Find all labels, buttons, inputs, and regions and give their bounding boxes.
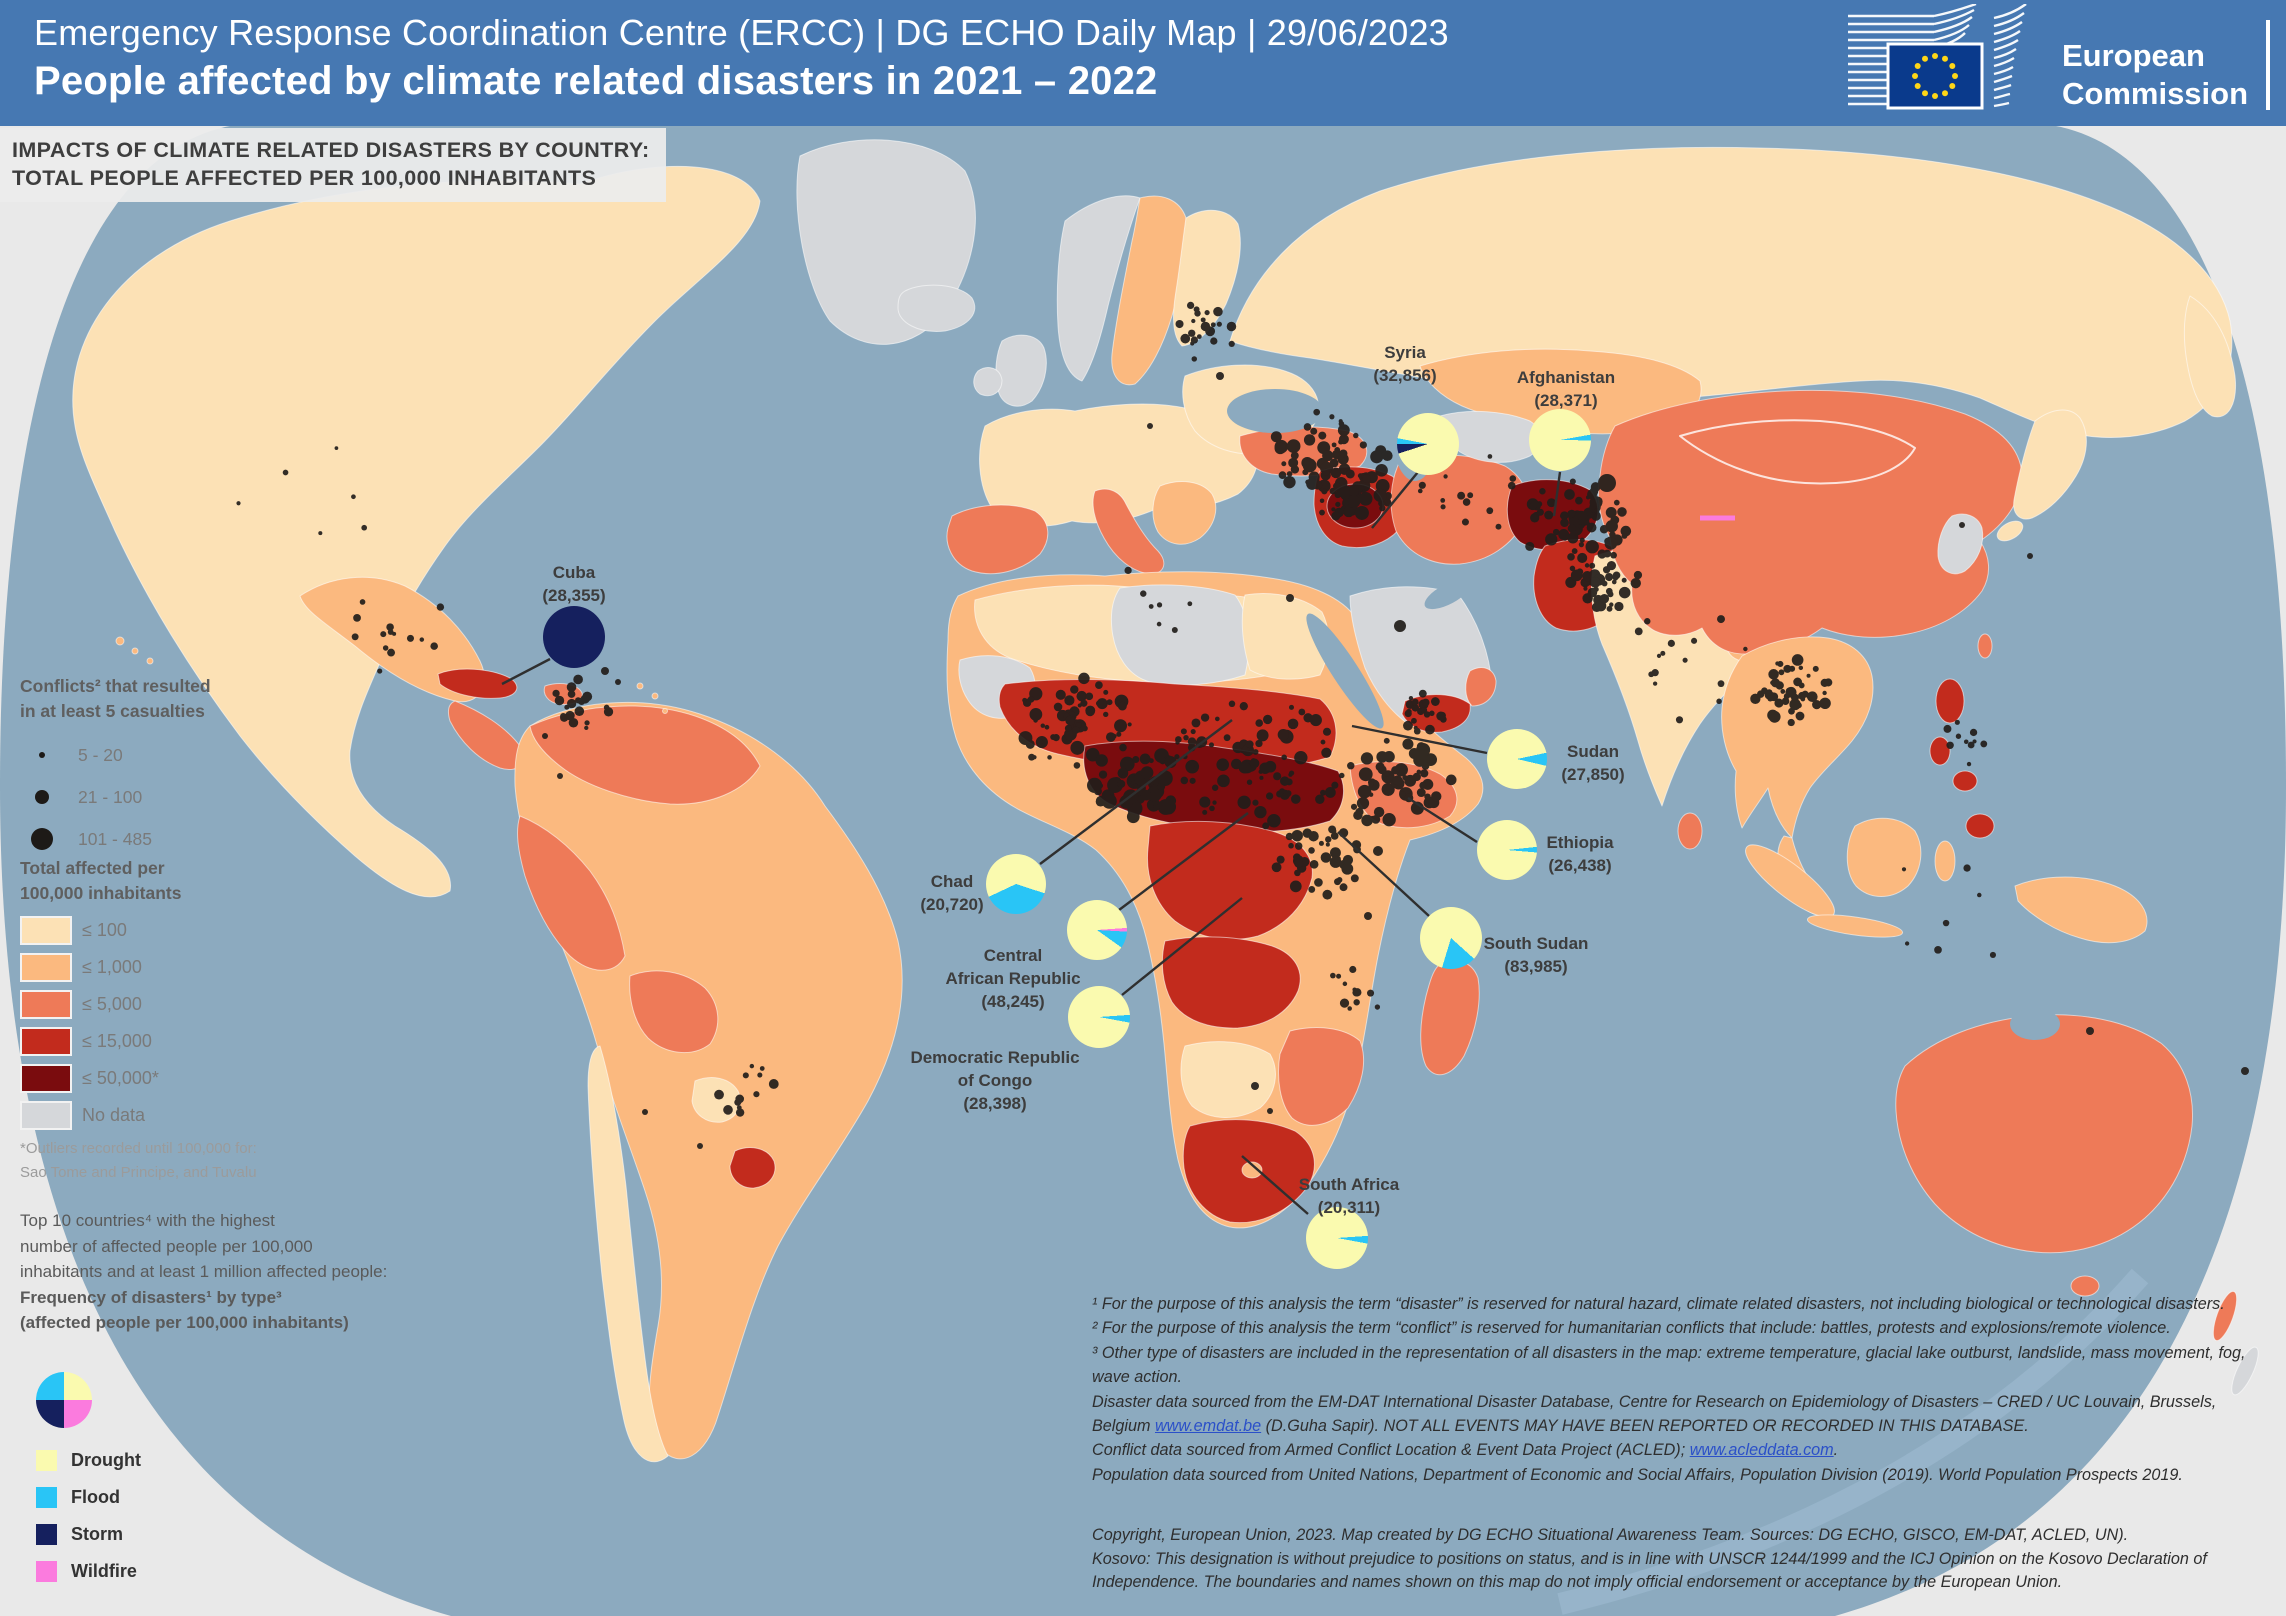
choropleth-row: ≤ 5,000: [20, 990, 340, 1019]
note-text: ¹ For the purpose of this analysis the t…: [1092, 1295, 2225, 1313]
choropleth-row: ≤ 1,000: [20, 953, 340, 982]
choropleth-label: ≤ 50,000*: [82, 1068, 159, 1088]
leader-lines-layer: [501, 471, 1562, 1215]
legend-choropleth: Total affected per 100,000 inhabitants ≤…: [20, 856, 340, 1184]
logo-text-line2: Commission: [2062, 76, 2248, 111]
sample-pie-icon: [36, 1372, 92, 1428]
choropleth-row: ≤ 15,000: [20, 1027, 340, 1056]
map-heading: IMPACTS OF CLIMATE RELATED DISASTERS BY …: [0, 128, 666, 202]
top10-bold-line1: Frequency of disasters¹ by type³: [20, 1287, 282, 1307]
header-bar: Emergency Response Coordination Centre (…: [0, 0, 2286, 126]
note-text: Conflict data sourced from Armed Conflic…: [1092, 1441, 1690, 1460]
note-paragraph: ² For the purpose of this analysis the t…: [1092, 1316, 2278, 1340]
conflict-size-row: 21 - 100: [20, 776, 320, 818]
landmasses: [72, 139, 2259, 1463]
choropleth-label: ≤ 5,000: [82, 994, 142, 1014]
note-text: Disaster data sourced from the EM-DAT In…: [1092, 1392, 2217, 1436]
world-map: [0, 126, 2286, 1616]
eu-flag-icon: [1886, 42, 1984, 110]
conflict-dots-layer: [236, 301, 2249, 1149]
conflict-dot-icon: [39, 752, 45, 758]
note-text: Copyright, European Union, 2023. Map cre…: [1092, 1526, 2129, 1544]
note-paragraph: Conflict data sourced from Armed Conflic…: [1092, 1438, 2278, 1462]
legend-choropleth-title-line1: Total affected per: [20, 858, 165, 878]
note-text: .: [1833, 1441, 1839, 1460]
flood-swatch: [36, 1487, 57, 1508]
copyright-note: Copyright, European Union, 2023. Map cre…: [1092, 1524, 2278, 1595]
choropleth-row: ≤ 50,000*: [20, 1064, 340, 1093]
disaster-type-label: Flood: [71, 1487, 120, 1507]
choropleth-label: ≤ 100: [82, 920, 127, 940]
choropleth-swatch: [20, 1064, 72, 1093]
source-link[interactable]: www.acleddata.com: [1689, 1441, 1834, 1460]
outlier-note-line1: *Outliers recorded until 100,000 for:: [20, 1140, 257, 1157]
logo-divider: [2266, 20, 2270, 110]
choropleth-swatch: [20, 953, 72, 982]
legend-conflicts-title-line1: Conflicts² that resulted: [20, 676, 211, 696]
disaster-type-label: Wildfire: [71, 1561, 137, 1581]
disaster-type-label: Storm: [71, 1524, 124, 1544]
note-paragraph: Kosovo: This designation is without prej…: [1092, 1548, 2278, 1595]
logo-text-line1: European: [2062, 38, 2205, 73]
note-paragraph: Disaster data sourced from the EM-DAT In…: [1092, 1390, 2278, 1439]
legend-conflicts: Conflicts² that resulted in at least 5 c…: [20, 674, 320, 860]
note-text: ³ Other type of disasters are included i…: [1092, 1343, 2246, 1387]
choropleth-swatch: [20, 990, 72, 1019]
legend-disaster-types: Drought Flood Storm Wildfire: [36, 1372, 141, 1598]
note-paragraph: Population data sourced from United Nati…: [1092, 1463, 2278, 1487]
choropleth-row: ≤ 100: [20, 916, 340, 945]
choropleth-swatch: [20, 1027, 72, 1056]
map-heading-line2: TOTAL PEOPLE AFFECTED PER 100,000 INHABI…: [12, 166, 597, 190]
conflict-size-label: 101 - 485: [78, 828, 152, 849]
choropleth-label: ≤ 15,000: [82, 1031, 152, 1051]
top10-note: Top 10 countries⁴ with the highest numbe…: [20, 1208, 440, 1336]
conflict-size-row: 101 - 485: [20, 818, 320, 860]
european-commission-logo: European Commission: [1848, 4, 2270, 111]
projection-swoosh: [1557, 1268, 2149, 1615]
conflict-size-row: 5 - 20: [20, 734, 320, 776]
note-text: Kosovo: This designation is without prej…: [1092, 1549, 2207, 1592]
top10-line3: inhabitants and at least 1 million affec…: [20, 1262, 388, 1281]
note-text: (D.Guha Sapir). NOT ALL EVENTS MAY HAVE …: [1261, 1417, 2029, 1436]
note-paragraph: Copyright, European Union, 2023. Map cre…: [1092, 1524, 2278, 1548]
page-subtitle: People affected by climate related disas…: [34, 59, 1158, 103]
wildfire-swatch: [36, 1561, 57, 1582]
legend-conflicts-title-line2: in at least 5 casualties: [20, 701, 205, 721]
top10-line2: number of affected people per 100,000: [20, 1236, 313, 1256]
disaster-type-row: Drought: [36, 1450, 141, 1471]
choropleth-swatch: [20, 916, 72, 945]
note-text: Population data sourced from United Nati…: [1092, 1465, 2183, 1484]
conflict-dot-icon: [31, 828, 53, 850]
choropleth-row: No data: [20, 1101, 340, 1130]
disaster-type-row: Storm: [36, 1524, 141, 1545]
page-title: Emergency Response Coordination Centre (…: [34, 12, 1449, 53]
note-paragraph: ¹ For the purpose of this analysis the t…: [1092, 1292, 2278, 1316]
map-area: IMPACTS OF CLIMATE RELATED DISASTERS BY …: [0, 126, 2286, 1616]
footnotes: ¹ For the purpose of this analysis the t…: [1092, 1292, 2278, 1487]
choropleth-label: ≤ 1,000: [82, 957, 142, 977]
conflict-size-label: 21 - 100: [78, 786, 143, 807]
legend-choropleth-title-line2: 100,000 inhabitants: [20, 883, 182, 903]
note-text: ² For the purpose of this analysis the t…: [1092, 1319, 2171, 1338]
disaster-type-label: Drought: [71, 1450, 141, 1470]
outlier-note-line2: Sao Tome and Principe, and Tuvalu: [20, 1164, 257, 1181]
top10-bold-line2: (affected people per 100,000 inhabitants…: [20, 1313, 349, 1332]
conflict-size-label: 5 - 20: [78, 744, 123, 765]
top10-line1: Top 10 countries⁴ with the highest: [20, 1211, 275, 1230]
choropleth-swatch: [20, 1101, 72, 1130]
choropleth-label: No data: [82, 1105, 146, 1125]
drought-swatch: [36, 1450, 57, 1471]
note-paragraph: ³ Other type of disasters are included i…: [1092, 1341, 2278, 1390]
conflict-dot-icon: [35, 790, 49, 804]
storm-swatch: [36, 1524, 57, 1545]
source-link[interactable]: www.emdat.be: [1154, 1417, 1262, 1436]
disaster-type-row: Wildfire: [36, 1561, 141, 1582]
header-titles: Emergency Response Coordination Centre (…: [34, 10, 1449, 106]
map-heading-line1: IMPACTS OF CLIMATE RELATED DISASTERS BY …: [12, 138, 650, 162]
disaster-type-row: Flood: [36, 1487, 141, 1508]
